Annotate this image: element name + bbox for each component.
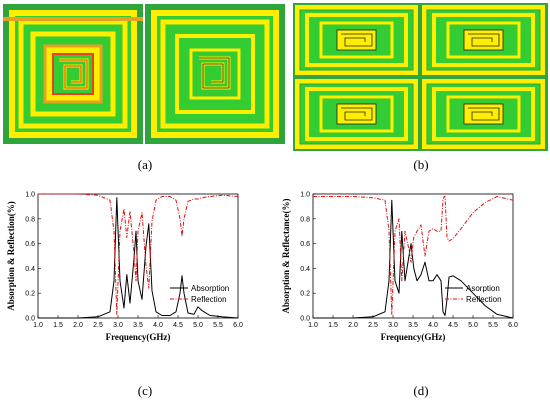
- caption-c: (c): [137, 383, 153, 398]
- series-line-reflection: [313, 196, 514, 315]
- x-tick-label: 2.5: [93, 322, 103, 329]
- unit-cell-panel-b: [293, 3, 548, 151]
- y-tick-label: 0.8: [300, 216, 310, 223]
- unit-cell-panel-a: [3, 4, 285, 144]
- y-tick-label: 1.0: [300, 192, 310, 199]
- y-tick-label: 0.4: [25, 266, 35, 273]
- series-line-absorption: [38, 197, 239, 319]
- x-tick-label: 5.0: [468, 322, 478, 329]
- y-tick-label: 0.6: [300, 241, 310, 248]
- x-tick-label: 2.5: [368, 322, 378, 329]
- unit-cell-a-right: [145, 4, 285, 144]
- x-tick-label: 4.5: [448, 322, 458, 329]
- chart-d: 1.0 1.5 2.0 2.5 3.0 3.5 4.0 4.5 5.0 5.5 6.0 0.0 0.2 0…: [281, 192, 518, 343]
- y-tick-label: 1.0: [25, 192, 35, 199]
- caption-a: (a): [137, 157, 153, 172]
- x-tick-label: 3.5: [133, 322, 143, 329]
- legend-label: Reflection: [191, 295, 227, 304]
- x-tick-label: 4.0: [153, 322, 163, 329]
- series-line-reflection: [38, 193, 239, 315]
- y-tick-label: 0.8: [25, 216, 35, 223]
- legend-label: Reflection: [466, 295, 502, 304]
- x-tick-label: 2.0: [73, 322, 83, 329]
- y-tick-label: 0.0: [300, 316, 310, 323]
- y-tick-label: 0.0: [25, 316, 35, 323]
- x-tick-label: 1.5: [53, 322, 63, 329]
- x-tick-label: 3.5: [408, 322, 418, 329]
- series-line-asorption: [313, 199, 514, 319]
- y-axis-label: Absorption & Reflectance(%): [281, 199, 291, 314]
- legend-label: Asorption: [466, 284, 500, 293]
- unit-cell-a-left: [3, 4, 143, 144]
- chart-c: 1.0 1.5 2.0 2.5 3.0 3.5 4.0 4.5 5.0 5.5 6.0 0.0 0.2 0…: [6, 192, 243, 343]
- x-tick-label: 3.0: [113, 322, 123, 329]
- x-tick-label: 5.5: [213, 322, 223, 329]
- legend-label: Absorption: [191, 284, 229, 293]
- y-tick-label: 0.2: [25, 291, 35, 298]
- x-axis-label: Frequency(GHz): [381, 332, 446, 342]
- x-tick-label: 6.0: [233, 322, 243, 329]
- caption-d: (d): [413, 383, 429, 398]
- x-tick-label: 1.5: [328, 322, 338, 329]
- y-tick-label: 0.4: [300, 266, 310, 273]
- caption-b: (b): [413, 157, 429, 172]
- x-tick-label: 5.5: [488, 322, 498, 329]
- x-tick-label: 5.0: [193, 322, 203, 329]
- x-tick-label: 6.0: [508, 322, 518, 329]
- x-axis-label: Frequency(GHz): [106, 332, 171, 342]
- x-tick-label: 2.0: [348, 322, 358, 329]
- y-tick-label: 0.2: [300, 291, 310, 298]
- x-tick-label: 4.0: [428, 322, 438, 329]
- x-tick-label: 1.0: [33, 322, 43, 329]
- x-tick-label: 3.0: [388, 322, 398, 329]
- y-tick-label: 0.6: [25, 241, 35, 248]
- x-tick-label: 4.5: [173, 322, 183, 329]
- y-axis-label: Absorption & Reflection(%): [6, 201, 16, 311]
- x-tick-label: 1.0: [308, 322, 318, 329]
- unit-cell-b-grid: [293, 3, 548, 151]
